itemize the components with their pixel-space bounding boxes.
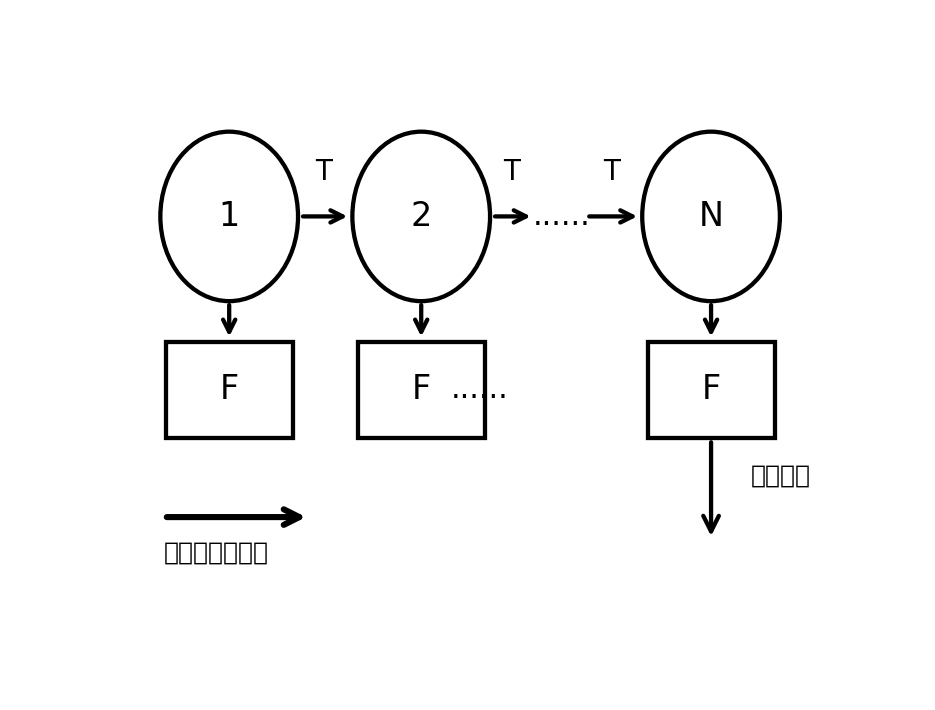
- Text: T: T: [315, 158, 332, 186]
- Text: T: T: [503, 158, 520, 186]
- Text: ......: ......: [451, 375, 508, 404]
- Text: F: F: [220, 373, 239, 407]
- Text: 分类器级联方向: 分类器级联方向: [164, 540, 269, 564]
- Text: 2: 2: [410, 200, 432, 233]
- Bar: [358, 342, 485, 438]
- Text: N: N: [698, 200, 724, 233]
- Text: F: F: [702, 373, 721, 407]
- Bar: [166, 342, 293, 438]
- Text: ......: ......: [533, 202, 591, 231]
- Text: T: T: [603, 158, 620, 186]
- Text: 分类失败: 分类失败: [751, 464, 811, 488]
- Bar: [648, 342, 775, 438]
- Text: 1: 1: [219, 200, 239, 233]
- Text: F: F: [412, 373, 431, 407]
